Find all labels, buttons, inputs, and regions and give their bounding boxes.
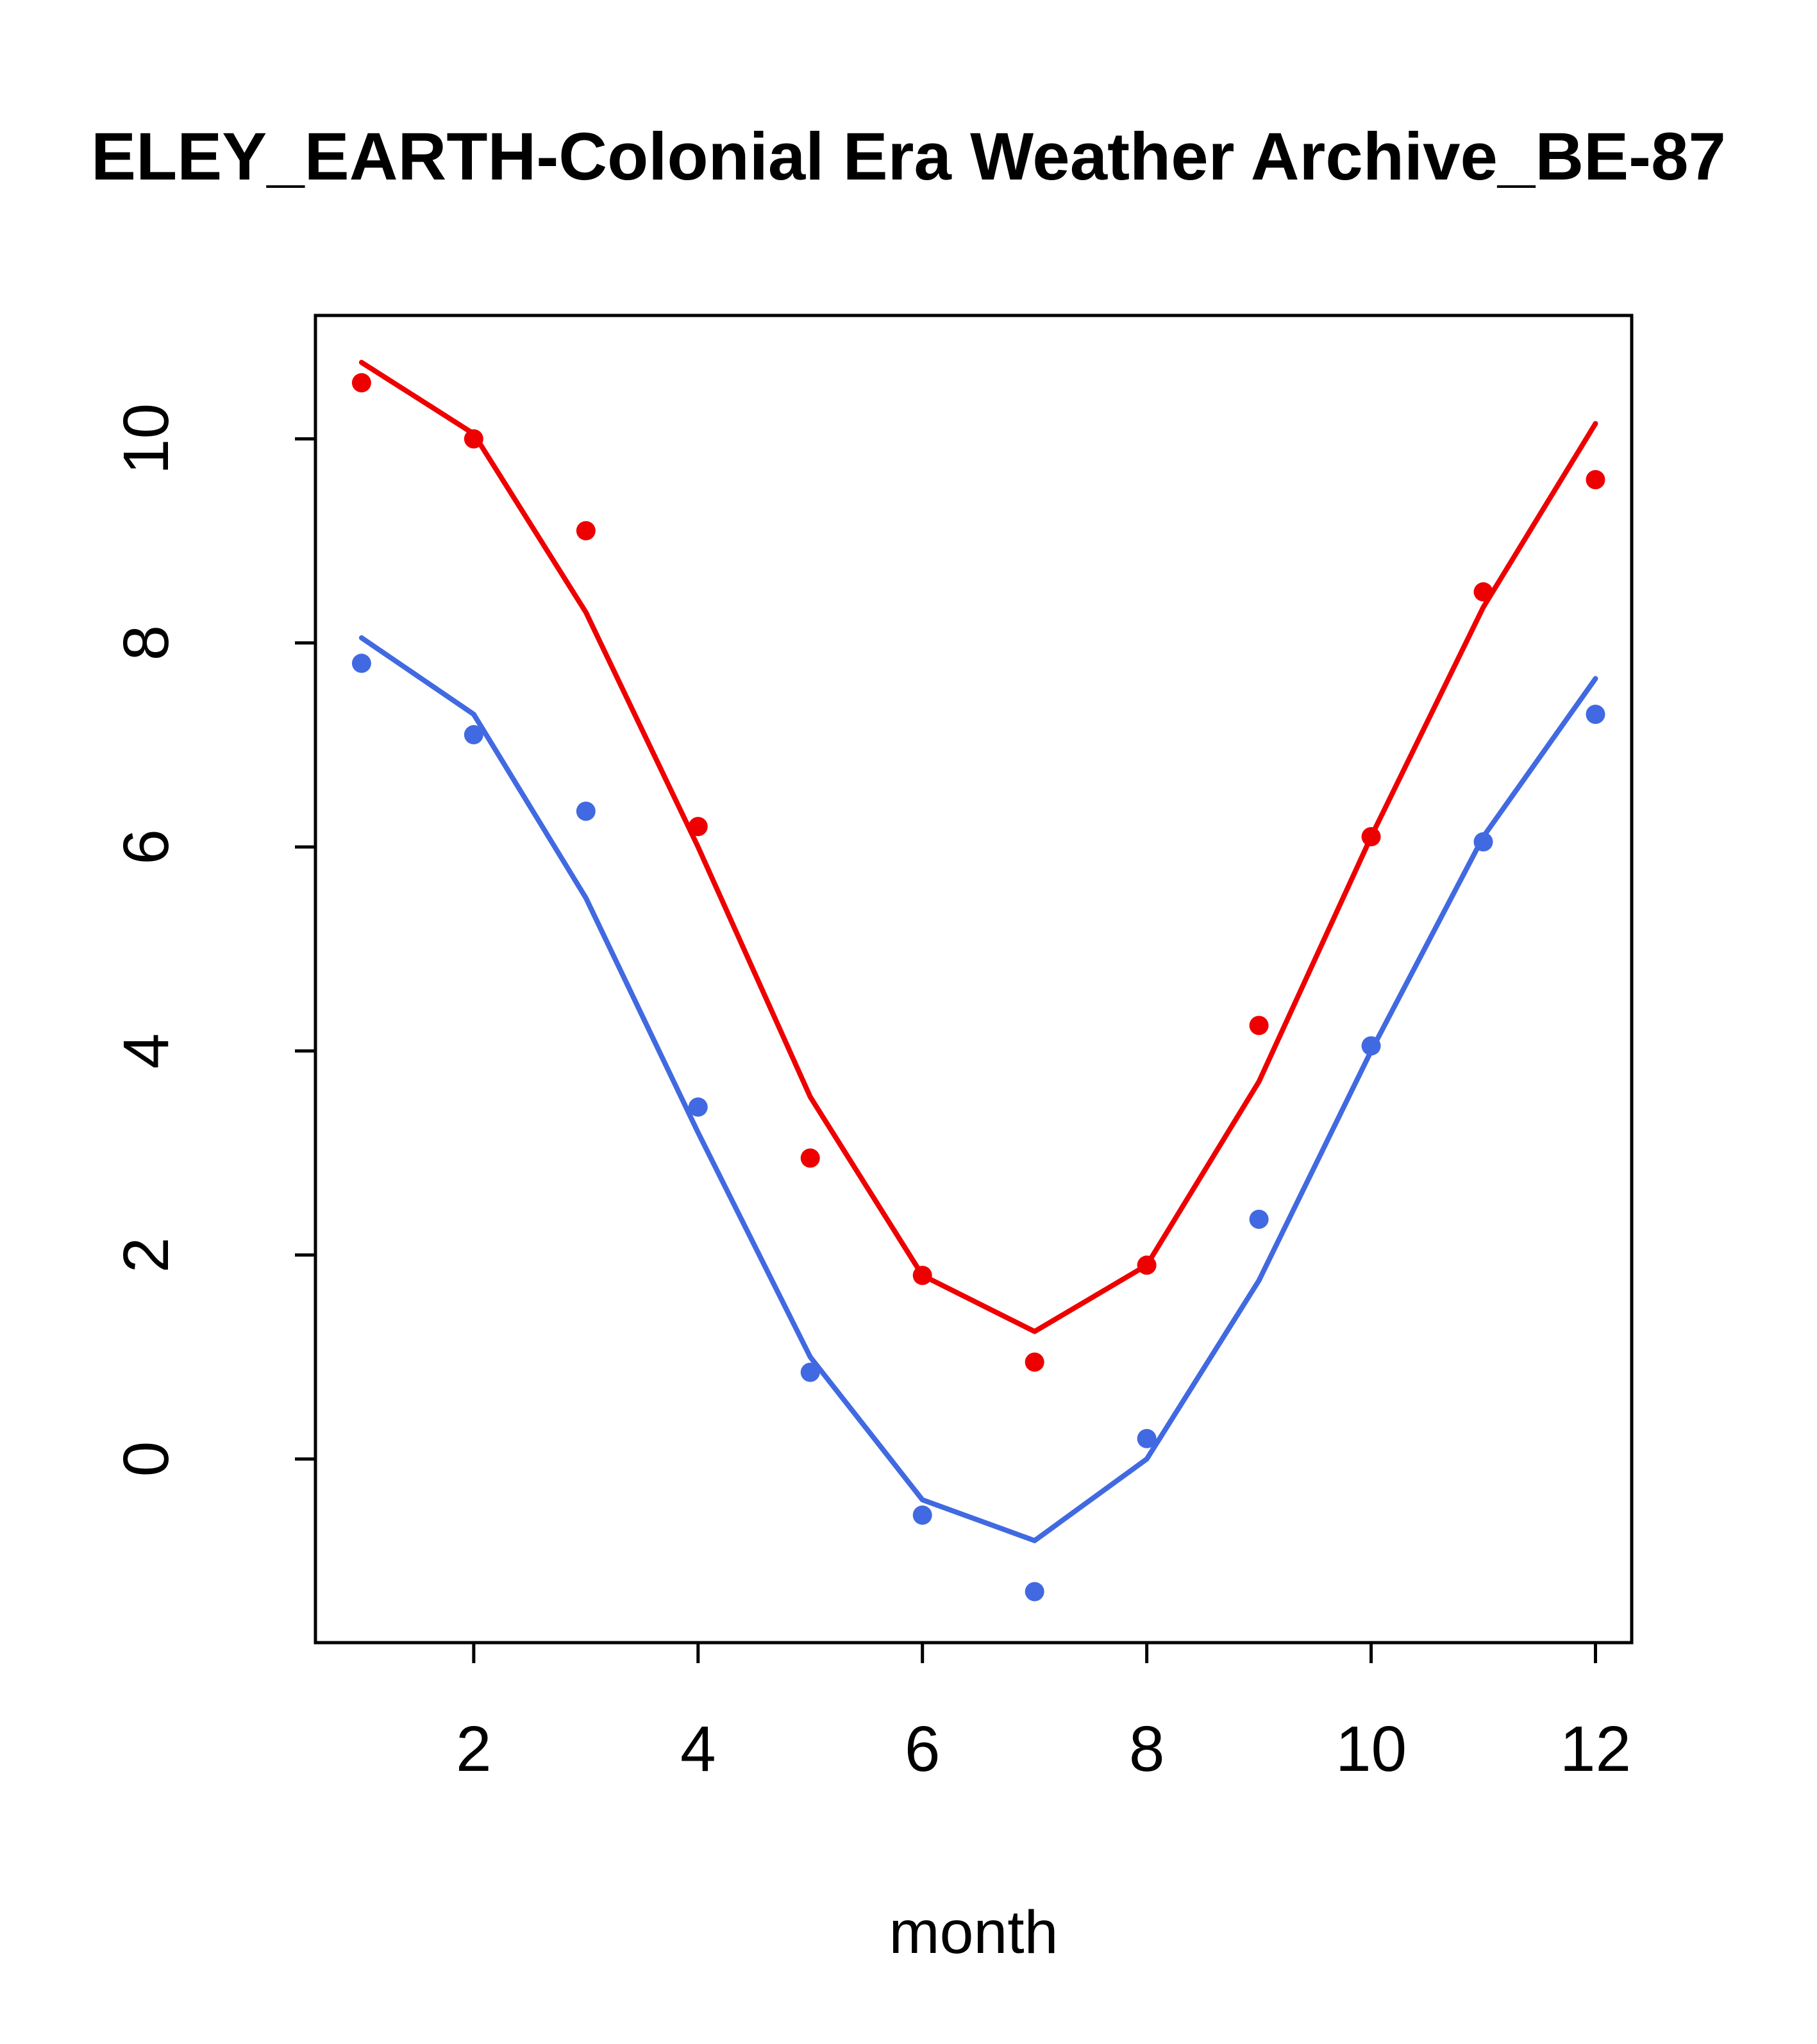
series-red-points-marker bbox=[912, 1266, 932, 1286]
series-blue-line-fit bbox=[358, 635, 1598, 1543]
series-red-points-marker bbox=[800, 1148, 820, 1168]
series-red-points-marker bbox=[1249, 1016, 1269, 1035]
series-blue-points-marker bbox=[1361, 1036, 1381, 1056]
series-red-points-marker bbox=[1361, 827, 1381, 847]
y-axis-tick-label: 4 bbox=[110, 1033, 182, 1069]
series-red-points-marker bbox=[1586, 470, 1605, 490]
x-axis-tick-label: 12 bbox=[1560, 1713, 1631, 1785]
series-red-points-marker bbox=[688, 817, 708, 837]
x-axis-tick-label: 4 bbox=[680, 1713, 716, 1785]
series-red-points-marker bbox=[1473, 582, 1493, 602]
x-axis-tick-label: 2 bbox=[456, 1713, 492, 1785]
series-blue-points-marker bbox=[800, 1362, 820, 1382]
y-axis-tick-label: 8 bbox=[110, 625, 182, 661]
x-axis-tick-label: 8 bbox=[1129, 1713, 1165, 1785]
series-blue-points-marker bbox=[1249, 1209, 1269, 1229]
y-axis-tick-label: 10 bbox=[110, 403, 182, 474]
series-blue-points-marker bbox=[912, 1505, 932, 1525]
series-blue-points-marker bbox=[688, 1097, 708, 1117]
series-blue-points-marker bbox=[1586, 705, 1605, 725]
series-blue-points-marker bbox=[1473, 832, 1493, 851]
series-blue-points-marker bbox=[1025, 1582, 1044, 1602]
y-axis-tick-label: 0 bbox=[110, 1441, 182, 1477]
chart-title-wrap: ELEY_EARTH-Colonial Era Weather Archive_… bbox=[0, 119, 1817, 196]
series-blue-points-marker bbox=[351, 653, 371, 673]
series-blue-points-marker bbox=[1137, 1428, 1157, 1448]
series-red-points-marker bbox=[576, 521, 596, 540]
series-red-points-marker bbox=[351, 373, 371, 393]
x-axis-label: month bbox=[889, 1898, 1058, 1966]
chart-title: ELEY_EARTH-Colonial Era Weather Archive_… bbox=[91, 119, 1726, 194]
y-axis-tick-label: 2 bbox=[110, 1237, 182, 1273]
series-red-points-marker bbox=[1025, 1352, 1044, 1372]
y-axis-tick-label: 6 bbox=[110, 829, 182, 865]
series-red-line-fit bbox=[358, 360, 1598, 1334]
x-axis-tick-label: 10 bbox=[1336, 1713, 1407, 1785]
series-red-points-marker bbox=[1137, 1255, 1157, 1275]
series-blue-points-marker bbox=[576, 801, 596, 821]
series-red-points-marker bbox=[464, 429, 483, 449]
x-axis-tick-label: 6 bbox=[905, 1713, 941, 1785]
series-blue-points-marker bbox=[464, 725, 483, 744]
plot-box bbox=[314, 314, 1634, 1645]
